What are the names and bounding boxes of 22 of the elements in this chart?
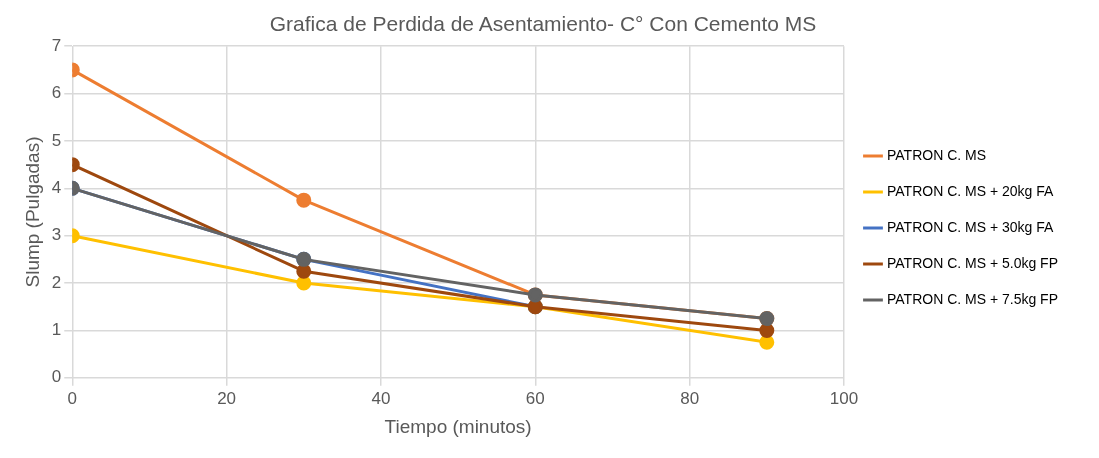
y-tick-label: 0 xyxy=(51,367,62,387)
legend-label: PATRON C. MS + 30kg FA xyxy=(886,218,1054,235)
y-tick-label: 2 xyxy=(51,272,62,292)
legend-label: PATRON C. MS + 20kg FA xyxy=(886,182,1054,199)
x-tick-label: 40 xyxy=(371,388,391,408)
legend-label: PATRON C. MS xyxy=(886,146,987,163)
x-tick-label: 60 xyxy=(525,388,545,408)
y-tick-label: 6 xyxy=(51,83,62,103)
y-tick-label: 4 xyxy=(51,178,62,197)
y-tick-label: 3 xyxy=(51,225,62,245)
x-tick-label: 80 xyxy=(680,388,700,408)
x-tick-label: 100 xyxy=(829,388,859,408)
x-tick-label: 0 xyxy=(67,388,77,408)
x-axis-title: Tiempo (minutos) xyxy=(384,415,532,437)
y-tick-label: 1 xyxy=(51,320,62,340)
y-tick-label: 5 xyxy=(51,130,62,150)
x-tick-label: 20 xyxy=(217,388,237,408)
legend-label: PATRON C. MS + 7.5kg FP xyxy=(886,290,1059,307)
legend-label: PATRON C. MS + 5.0kg FP xyxy=(886,254,1059,271)
y-axis-title: Slump (Pulgadas) xyxy=(21,136,43,288)
y-tick-label: 7 xyxy=(51,35,62,55)
chart-title: Grafica de Perdida de Asentamiento- C° Con Cemento MS xyxy=(269,12,817,36)
